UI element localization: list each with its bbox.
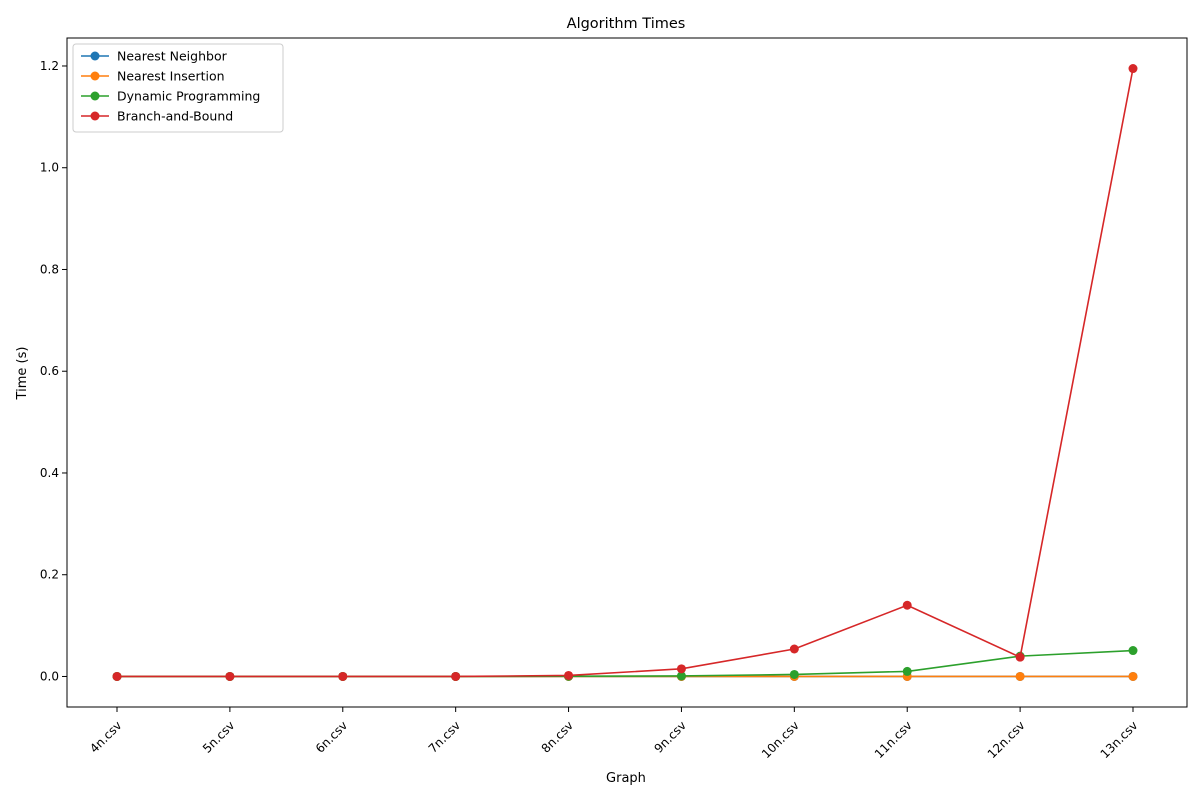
data-point [1015,652,1025,662]
data-point [902,666,912,676]
y-tick-label: 0.6 [40,364,59,378]
x-axis: 4n.csv 5n.csv 6n.csv 7n.csv 8n.csv 9n.csv 10n.… [87,707,1141,761]
x-tick-label: 10n.csv [759,718,802,761]
data-point [338,671,348,681]
x-tick-label: 12n.csv [985,718,1028,761]
data-point [1128,64,1138,74]
data-point [112,671,122,681]
data-point [225,671,235,681]
data-point [789,644,799,654]
legend-label: Branch-and-Bound [117,109,233,124]
y-tick-label: 0.8 [40,262,59,276]
legend-label: Dynamic Programming [117,89,260,104]
y-tick-label: 0.4 [40,466,59,480]
y-tick-label: 0.2 [40,568,59,582]
plot-frame [66,37,1188,708]
data-point [902,600,912,610]
legend-frame [72,43,284,133]
x-tick-label: 8n.csv [539,718,576,755]
legend: Nearest Neighbor Nearest Insertion Dynamic… [72,43,284,133]
series-branch-and-bound [112,64,1138,681]
y-axis: 0.0 0.2 0.4 0.6 0.8 1.0 1.2 [40,59,67,683]
legend-swatch-marker [90,91,100,101]
y-axis-title: Time (s) [15,347,30,401]
y-tick-label: 1.2 [40,59,59,73]
legend-swatch-marker [90,71,100,81]
legend-swatch-marker [90,51,100,61]
data-point [1128,646,1138,656]
x-tick-label: 6n.csv [313,718,350,755]
x-axis-title: Graph [606,771,646,786]
x-tick-label: 11n.csv [872,718,915,761]
data-point [564,670,574,680]
data-point [1015,671,1025,681]
legend-label: Nearest Neighbor [117,49,228,64]
legend-label: Nearest Insertion [117,69,225,84]
data-point [451,671,461,681]
legend-swatch-marker [90,111,100,121]
x-tick-label: 9n.csv [651,718,688,755]
data-point [1128,671,1138,681]
x-tick-label: 13n.csv [1098,718,1141,761]
data-point [676,671,686,681]
series-group [112,64,1138,681]
y-tick-label: 1.0 [40,161,59,175]
x-tick-label: 4n.csv [87,718,124,755]
plot-area [66,37,1188,708]
x-tick-label: 7n.csv [426,718,463,755]
series-line [117,68,1134,678]
chart-title: Algorithm Times [567,16,686,32]
y-tick-label: 0.0 [40,669,59,683]
x-tick-label: 5n.csv [200,718,237,755]
data-point [676,664,686,674]
data-point [789,669,799,679]
